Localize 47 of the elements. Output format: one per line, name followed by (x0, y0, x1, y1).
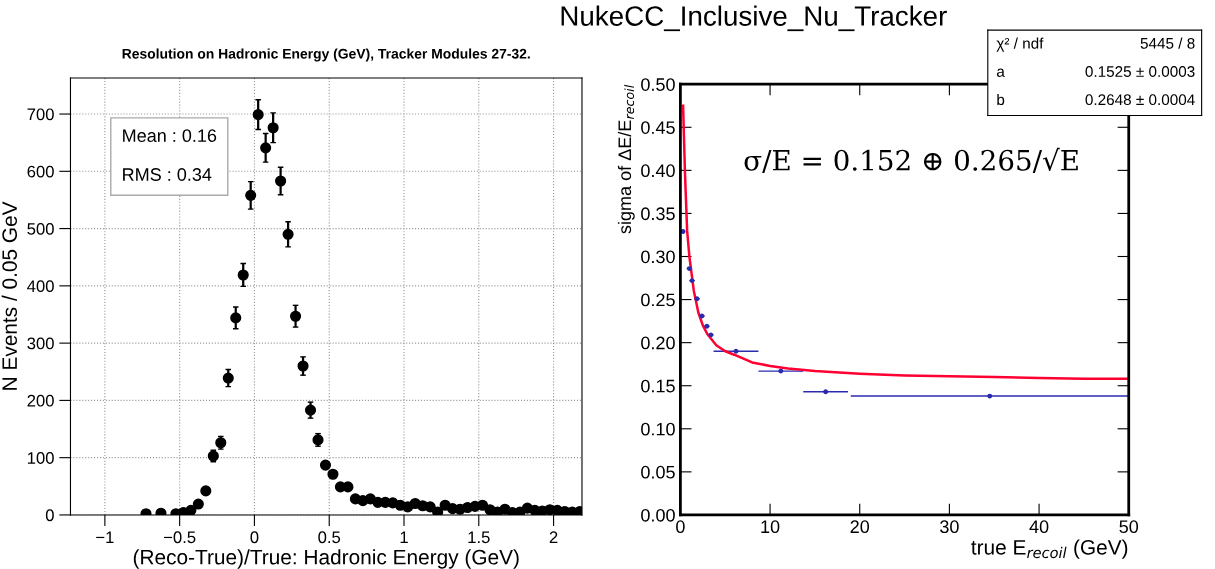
y-tick-label: 0.50 (641, 78, 675, 91)
annotation: b (997, 93, 1005, 106)
y-tick-label: 600 (27, 165, 54, 178)
y-axis-title: N Events / 0.05 GeV (1, 201, 18, 390)
y-tick-label: 0.00 (641, 508, 675, 522)
annotation: 0.2648 ± 0.0004 (1085, 94, 1195, 106)
text: 5445 / 8 (1140, 37, 1195, 49)
annotation: σ/E = 0.152 ⊕ 0.265/√E (744, 147, 1078, 173)
x-tick-label: 10 (761, 520, 780, 534)
text: χ² / ndf (996, 37, 1044, 52)
y-tick-label: 0.20 (641, 336, 675, 350)
y-axis-title: sigma of ΔE/E$_{recoil}$ (617, 84, 635, 234)
chart-title: Resolution on Hadronic Energy (GeV), Tracker Modules 27-32. (122, 48, 530, 62)
y-tick-label: 0 (45, 509, 54, 522)
y-tick-label: 0.35 (641, 207, 675, 221)
annotation: RMS : 0.34 (123, 168, 212, 181)
text: 0.1525 ± 0.0003 (1085, 66, 1195, 77)
x-tick-label: 50 (1119, 520, 1139, 534)
y-tick-label: 0.30 (641, 250, 675, 264)
x-axis-title: true E$_{recoil}$ (GeV) (971, 539, 1128, 559)
x-tick-label: 20 (850, 520, 870, 534)
x-tick-label: −1 (96, 531, 114, 543)
y-tick-label: 400 (27, 280, 54, 293)
y-tick-label: 300 (27, 337, 54, 350)
y-tick-label: 0.10 (641, 422, 675, 436)
text: a (997, 68, 1005, 77)
y-tick-label: 0.40 (641, 164, 675, 178)
y-tick-label: 200 (27, 394, 54, 407)
y-tick-label: 0.45 (641, 121, 675, 135)
y-tick-label: 0.25 (641, 293, 675, 307)
x-tick-label: 0 (676, 520, 685, 534)
y-tick-label: 0.15 (641, 379, 675, 393)
x-tick-label: −0.5 (164, 531, 196, 544)
x-tick-label: 1 (400, 531, 408, 543)
x-tick-label: 2 (549, 531, 558, 543)
x-axis-title: (Reco-True)/True: Hadronic Energy (GeV) (133, 549, 519, 569)
chart-title: NukeCC_Inclusive_Nu_Tracker (561, 5, 947, 32)
x-tick-label: 30 (940, 520, 959, 534)
x-tick-label: 0 (250, 531, 259, 544)
y-tick-label: 500 (27, 222, 54, 235)
x-tick-label: 40 (1029, 520, 1049, 534)
x-tick-label: 0.5 (318, 531, 341, 544)
annotation: Mean : 0.16 (123, 129, 217, 143)
x-tick-label: 1.5 (468, 531, 490, 544)
y-tick-label: 100 (27, 452, 54, 464)
y-tick-label: 0.05 (641, 465, 675, 479)
y-tick-label: 700 (27, 108, 54, 121)
